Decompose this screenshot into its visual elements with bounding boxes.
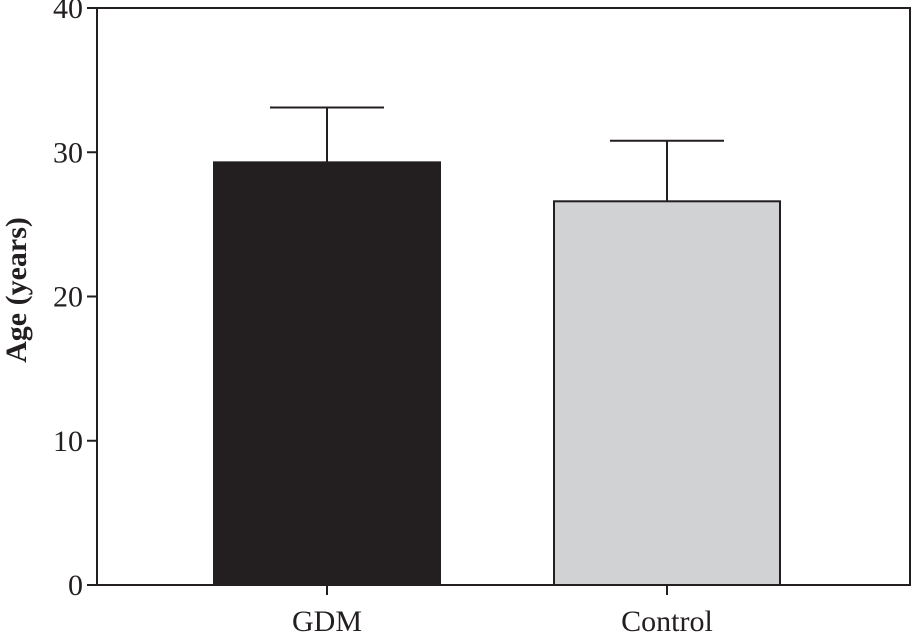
x-tick-label-gdm: GDM xyxy=(292,605,362,633)
x-axis: GDM Control xyxy=(292,585,713,633)
error-bars xyxy=(270,106,724,202)
bars xyxy=(213,161,781,586)
bar-control xyxy=(553,200,781,586)
bar-gdm xyxy=(213,161,441,586)
y-tick-label: 0 xyxy=(68,569,83,602)
y-axis: 0 10 20 30 40 xyxy=(53,0,97,602)
y-tick-label: 40 xyxy=(53,0,83,25)
x-tick-label-control: Control xyxy=(621,605,713,633)
y-tick-label: 30 xyxy=(53,136,83,169)
y-tick-label: 20 xyxy=(53,281,83,314)
y-tick-label: 10 xyxy=(53,425,83,458)
y-axis-title: Age (years) xyxy=(0,217,33,363)
